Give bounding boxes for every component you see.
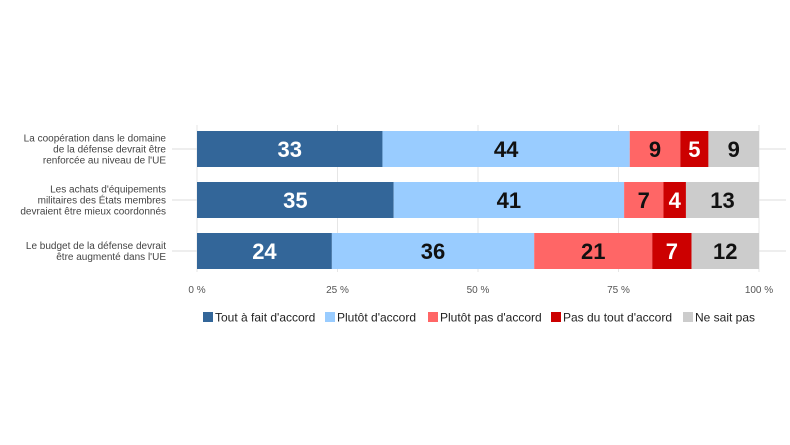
x-tick-label: 50 % xyxy=(467,285,490,296)
bar-segment xyxy=(197,131,383,167)
legend-swatch xyxy=(683,312,693,322)
bar-segment xyxy=(685,182,759,218)
category-label: de la défense devrait être xyxy=(53,145,166,156)
legend-label: Plutôt pas d'accord xyxy=(440,311,542,325)
bar-value-label: 7 xyxy=(666,239,678,264)
bar-value-label: 33 xyxy=(277,137,301,162)
category-label: La coopération dans le domaine xyxy=(24,134,167,145)
bar-segment xyxy=(534,233,653,269)
bar-value-label: 7 xyxy=(638,188,650,213)
x-axis-ticks: 0 % 25 % 50 % 75 % 100 % xyxy=(188,285,773,296)
legend-swatch xyxy=(428,312,438,322)
bar-segment xyxy=(624,182,664,218)
x-tick-label: 0 % xyxy=(188,285,205,296)
x-tick-label: 75 % xyxy=(607,285,630,296)
bar-value-label: 4 xyxy=(669,188,682,213)
category-label: Les achats d'équipements xyxy=(50,185,166,196)
category-label: renforcée au niveau de l'UE xyxy=(43,156,166,167)
bar-segment xyxy=(680,131,709,167)
bar-value-label: 9 xyxy=(649,137,661,162)
category-label: militaires des États membres xyxy=(38,194,166,207)
legend-label: Tout à fait d'accord xyxy=(215,311,315,325)
bar-segment xyxy=(629,131,681,167)
bar-value-label: 41 xyxy=(497,188,521,213)
legend-swatch xyxy=(325,312,335,322)
bar-segment xyxy=(197,182,394,218)
bar-segment xyxy=(663,182,686,218)
legend-swatch xyxy=(203,312,213,322)
bar-value-label: 12 xyxy=(713,239,737,264)
bar-value-label: 5 xyxy=(688,137,700,162)
bar-value-label: 9 xyxy=(728,137,740,162)
legend-label: Pas du tout d'accord xyxy=(563,311,672,325)
bar-value-label: 44 xyxy=(494,137,519,162)
bar-value-label: 21 xyxy=(581,239,605,264)
bar-segment xyxy=(708,131,759,167)
bar-segment xyxy=(691,233,759,269)
bar-value-label: 35 xyxy=(283,188,307,213)
bar-segment xyxy=(197,233,332,269)
category-label: être augmenté dans l'UE xyxy=(56,252,166,263)
bar-segment xyxy=(652,233,692,269)
bar-value-label: 13 xyxy=(710,188,734,213)
x-tick-label: 25 % xyxy=(326,285,349,296)
category-label: Le budget de la défense devrait xyxy=(26,241,166,252)
bar-value-label: 24 xyxy=(252,239,277,264)
category-label: devraient être mieux coordonnés xyxy=(20,207,166,218)
x-tick-label: 100 % xyxy=(745,285,773,296)
bar-value-label: 36 xyxy=(421,239,445,264)
legend-label: Ne sait pas xyxy=(695,311,755,325)
bar-segment xyxy=(382,131,630,167)
bar-segment xyxy=(331,233,535,269)
legend-swatch xyxy=(551,312,561,322)
legend-label: Plutôt d'accord xyxy=(337,311,416,325)
legend: Tout à fait d'accord Plutôt d'accord Plutô… xyxy=(203,311,755,325)
bar-segment xyxy=(393,182,625,218)
